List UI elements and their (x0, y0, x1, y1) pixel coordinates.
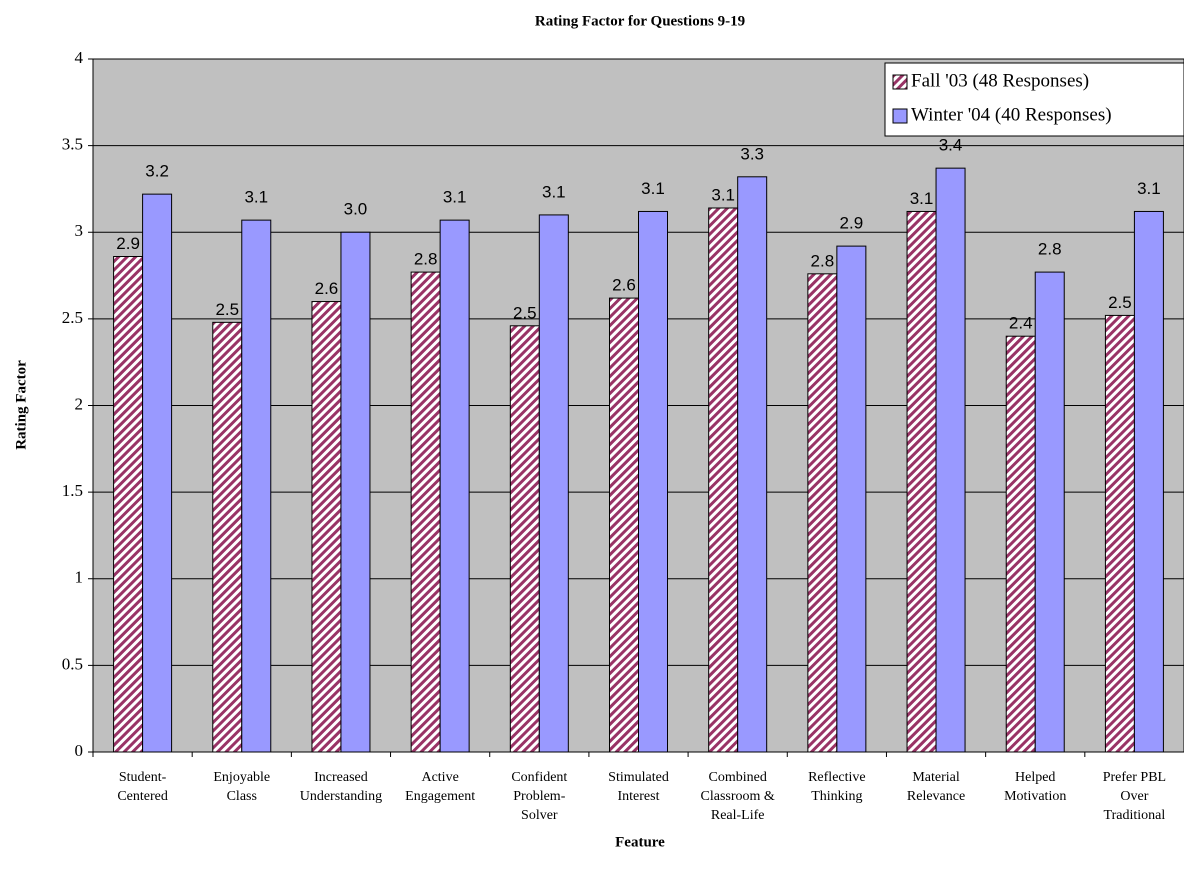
bar (340, 231, 371, 753)
bar (609, 297, 639, 753)
x-tick-label: Material (912, 770, 960, 785)
chart-title: Rating Factor for Questions 9-19 (535, 13, 745, 29)
value-label: 2.8 (414, 250, 438, 269)
bar (737, 176, 768, 753)
x-tick-label: Solver (521, 808, 558, 823)
value-label: 3.1 (542, 182, 566, 201)
value-label: 2.6 (315, 279, 339, 298)
bar (935, 167, 966, 753)
x-tick-label: Stimulated (608, 770, 669, 785)
bar (807, 273, 838, 753)
bar (439, 219, 470, 753)
bar (410, 271, 441, 753)
bar (1104, 314, 1135, 753)
x-tick-label: Class (227, 789, 257, 804)
y-tick-label: 1.5 (62, 481, 83, 500)
x-tick-label: Classroom & (701, 789, 775, 804)
value-label: 2.8 (1038, 240, 1062, 259)
legend-box (884, 62, 1184, 137)
value-label: 2.5 (1108, 293, 1132, 312)
value-label: 3.3 (740, 144, 764, 163)
value-label: 3.1 (244, 188, 268, 207)
x-tick-label: Enjoyable (213, 770, 270, 785)
bar (113, 256, 144, 753)
bar (1034, 271, 1065, 753)
y-tick-label: 1 (75, 568, 84, 587)
y-tick-label: 4 (75, 48, 84, 67)
x-tick-label: Thinking (811, 789, 862, 804)
bar (241, 219, 272, 753)
x-tick-label: Relevance (907, 789, 965, 804)
bar (142, 193, 173, 753)
bar (708, 207, 739, 753)
legend-label: Winter '04 (40 Responses) (911, 104, 1112, 125)
bar (538, 214, 569, 753)
value-label: 2.9 (840, 214, 864, 233)
legend-swatch (892, 74, 908, 90)
value-label: 2.5 (513, 303, 537, 322)
x-tick-label: Interest (618, 789, 660, 804)
legend-swatch (892, 108, 908, 124)
x-tick-label: Active (421, 770, 458, 785)
value-label: 3.2 (145, 162, 169, 181)
x-tick-label: Prefer PBL (1103, 770, 1166, 785)
legend-label: Fall '03 (48 Responses) (911, 70, 1089, 91)
bar (836, 245, 867, 753)
x-axis-label: Feature (615, 834, 665, 850)
x-tick-label: Confident (511, 770, 567, 785)
x-tick-label: Over (1120, 789, 1148, 804)
value-label: 3.1 (1137, 179, 1161, 198)
value-label: 3.1 (641, 179, 665, 198)
y-tick-label: 2 (75, 394, 84, 413)
bar (212, 321, 243, 753)
y-tick-label: 0 (75, 741, 84, 760)
value-label: 3.1 (910, 189, 934, 208)
value-label: 2.9 (116, 234, 140, 253)
y-tick-label: 2.5 (62, 308, 83, 327)
x-tick-label: Traditional (1104, 808, 1166, 823)
x-tick-label: Problem- (513, 789, 565, 804)
bar (509, 325, 540, 753)
y-tick-label: 0.5 (62, 654, 83, 673)
x-tick-label: Helped (1015, 770, 1055, 785)
value-label: 2.6 (612, 276, 636, 295)
x-tick-label: Centered (117, 789, 168, 804)
value-label: 2.4 (1009, 314, 1033, 333)
value-label: 3.0 (344, 200, 368, 219)
x-tick-label: Real-Life (711, 808, 765, 823)
x-tick-label: Engagement (405, 789, 475, 804)
x-tick-label: Increased (314, 770, 368, 785)
bar (1133, 210, 1164, 753)
bar (638, 210, 668, 753)
y-tick-label: 3 (75, 221, 84, 240)
x-tick-label: Motivation (1004, 789, 1066, 804)
value-label: 2.8 (811, 251, 835, 270)
value-label: 3.1 (711, 185, 735, 204)
y-tick-label: 3.5 (62, 135, 83, 154)
x-tick-label: Reflective (808, 770, 866, 785)
bar (1005, 335, 1036, 753)
value-label: 2.5 (215, 300, 239, 319)
x-tick-label: Understanding (300, 789, 382, 804)
x-tick-label: Student- (119, 770, 167, 785)
value-label: 3.1 (443, 188, 467, 207)
value-label: 3.4 (939, 136, 963, 155)
y-axis-label: Rating Factor (13, 360, 29, 450)
bar (311, 301, 342, 753)
bar (906, 210, 937, 753)
x-tick-label: Combined (709, 770, 767, 785)
